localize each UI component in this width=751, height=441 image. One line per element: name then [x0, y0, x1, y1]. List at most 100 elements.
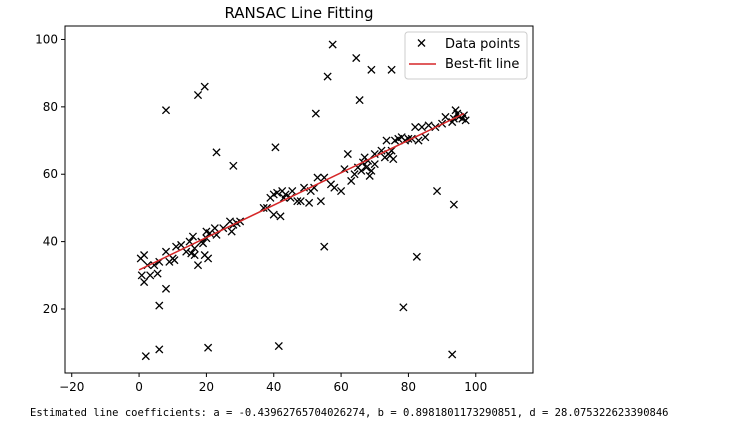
axis-ticks: −20 0 20 40 60 80 100 20 40 60 80 100	[35, 32, 487, 394]
data-point-89	[411, 123, 420, 132]
data-point-51	[296, 197, 305, 206]
data-point-74	[370, 149, 379, 159]
y-tick-label: 40	[43, 235, 58, 249]
data-point-121	[355, 96, 364, 105]
data-point-92	[421, 133, 430, 142]
legend-marker-data-points	[417, 39, 426, 47]
data-point-116	[311, 109, 320, 118]
data-point-82	[389, 155, 398, 164]
data-point-96	[441, 112, 450, 122]
x-tick-label: 100	[464, 380, 487, 394]
data-point-115	[274, 341, 283, 351]
plot-area	[136, 40, 470, 361]
legend-box	[404, 31, 528, 80]
data-point-50	[293, 197, 302, 206]
data-point-42	[269, 210, 278, 219]
data-point-112	[212, 148, 221, 157]
data-point-75	[370, 160, 379, 169]
axes-frame	[64, 25, 534, 374]
data-point-111	[204, 343, 213, 352]
x-tick-label: 0	[135, 380, 143, 394]
data-point-124	[399, 303, 408, 312]
data-point-118	[323, 72, 332, 81]
data-point-64	[347, 176, 356, 186]
best-fit-line	[138, 112, 465, 271]
data-point-65	[350, 170, 359, 179]
data-point-2	[140, 251, 149, 260]
data-point-106	[155, 345, 164, 354]
coefficients-output: Estimated line coefficients: a = -0.4396…	[30, 407, 669, 419]
data-point-110	[200, 82, 209, 91]
data-point-56	[313, 173, 322, 182]
data-point-113	[229, 161, 238, 170]
data-point-61	[337, 187, 346, 196]
data-point-104	[461, 116, 470, 125]
data-point-19	[190, 244, 199, 253]
data-point-43	[273, 188, 282, 197]
data-point-73	[367, 166, 376, 175]
data-point-90	[414, 136, 423, 145]
data-point-10	[161, 247, 171, 256]
data-point-93	[424, 121, 433, 130]
data-point-81	[387, 146, 396, 155]
chart: RANSAC Line Fitting −20 0 20 40 60 80 100 20 40 6…	[35, 4, 534, 394]
data-point-63	[343, 149, 352, 159]
data-point-126	[432, 187, 442, 196]
y-tick-label: 20	[43, 302, 58, 316]
x-tick-label: 60	[333, 380, 348, 394]
x-tick-label: 20	[199, 380, 214, 394]
data-point-13	[170, 256, 179, 265]
data-point-119	[328, 40, 337, 49]
data-point-20	[190, 251, 199, 260]
data-point-91	[417, 123, 426, 132]
data-point-108	[161, 106, 171, 115]
chart-title: RANSAC Line Fitting	[224, 4, 373, 22]
data-point-31	[212, 230, 221, 239]
data-point-49	[288, 187, 297, 196]
data-point-16	[182, 247, 191, 256]
data-point-107	[155, 301, 164, 310]
data-point-15	[177, 240, 186, 250]
data-point-78	[382, 136, 391, 145]
data-point-30	[210, 224, 219, 233]
legend-label-best-fit-line: Best-fit line	[445, 57, 519, 72]
data-point-103	[459, 111, 469, 120]
x-tick-label: 80	[401, 380, 416, 394]
data-point-122	[367, 65, 376, 74]
data-point-105	[141, 352, 150, 361]
data-point-22	[193, 261, 203, 270]
legend-label-data-points: Data points	[445, 37, 520, 52]
data-point-9	[161, 284, 171, 293]
data-point-70	[362, 163, 371, 172]
data-point-53	[305, 198, 314, 207]
data-point-6	[150, 261, 159, 270]
data-point-127	[448, 350, 457, 359]
data-point-76	[377, 146, 386, 155]
data-point-114	[271, 143, 280, 152]
data-point-109	[193, 91, 203, 100]
data-point-57	[316, 197, 325, 206]
data-point-5	[146, 271, 155, 280]
data-point-72	[365, 171, 374, 180]
y-tick-label: 100	[35, 32, 58, 46]
x-tick-label: 40	[266, 380, 281, 394]
data-point-14	[172, 242, 181, 251]
data-point-27	[204, 254, 213, 263]
legend: Data points Best-fit line	[404, 31, 528, 80]
data-point-125	[412, 252, 421, 261]
y-tick-label: 60	[43, 167, 58, 181]
data-point-123	[387, 65, 396, 74]
data-point-128	[449, 200, 458, 209]
data-point-67	[357, 166, 366, 175]
data-point-3	[140, 277, 149, 287]
x-tick-label: −20	[59, 380, 84, 394]
data-point-47	[281, 190, 290, 199]
data-point-117	[320, 242, 329, 251]
y-tick-label: 80	[43, 100, 58, 114]
data-point-44	[276, 212, 285, 221]
data-point-7	[153, 269, 162, 278]
data-point-120	[352, 53, 361, 63]
data-point-1	[137, 271, 146, 280]
data-point-34	[227, 227, 236, 236]
data-point-21	[188, 232, 198, 241]
